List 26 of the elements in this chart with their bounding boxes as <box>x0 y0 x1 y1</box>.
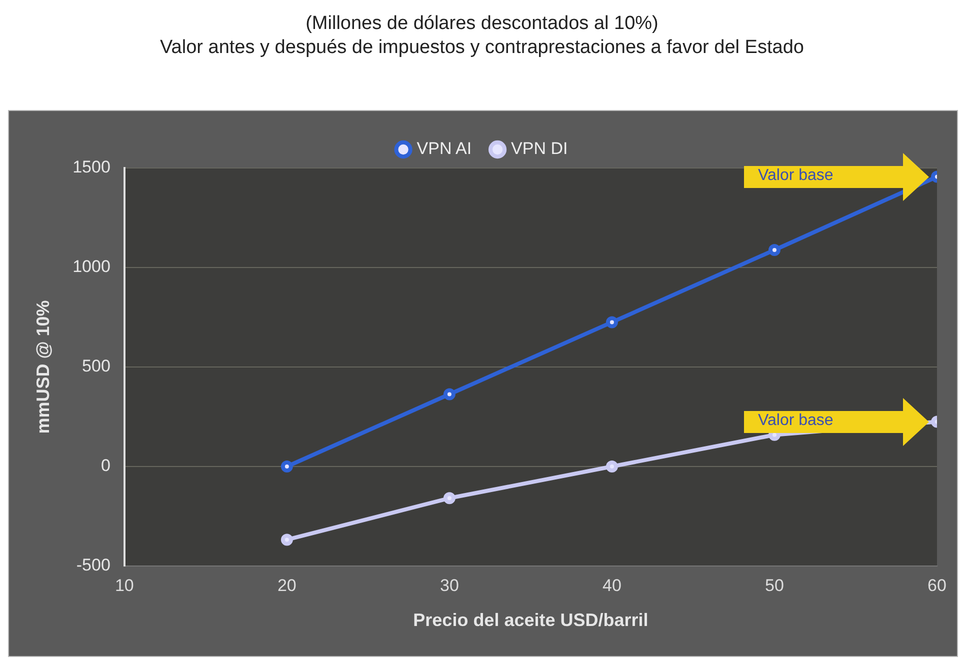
point <box>280 534 293 546</box>
y-tick-label: 0 <box>100 456 110 476</box>
legend-label: VPN AI <box>416 139 472 158</box>
point <box>768 244 780 256</box>
x-axis-title: Precio del aceite USD/barril <box>413 610 648 630</box>
point <box>443 492 456 504</box>
chart-subtitle: Valor antes y después de impuestos y contraprestaciones a favor del Estado <box>159 36 805 60</box>
x-tick-label: 10 <box>114 576 134 595</box>
x-tick-label: 20 <box>277 576 296 595</box>
x-tick-label: 40 <box>602 576 622 595</box>
point <box>280 460 293 472</box>
legend-label: VPN DI <box>511 139 568 158</box>
y-axis-title: mmUSD @ 10% <box>32 300 53 434</box>
y-tick-label: 500 <box>82 356 110 376</box>
annotation: Valor base <box>758 166 834 185</box>
point <box>606 316 618 328</box>
point <box>606 460 618 472</box>
point <box>443 388 456 400</box>
x-tick-label: 50 <box>765 576 784 595</box>
y-tick-label: 1500 <box>72 158 110 177</box>
x-tick-label: 30 <box>440 576 459 595</box>
y-tick-label: 1000 <box>72 257 110 276</box>
y-tick-label: -500 <box>76 556 110 575</box>
annotation: Valor base <box>758 412 834 430</box>
x-tick-label: 60 <box>928 576 946 595</box>
chart-title: (Millones de dólares descontados al 10%) <box>304 12 660 36</box>
